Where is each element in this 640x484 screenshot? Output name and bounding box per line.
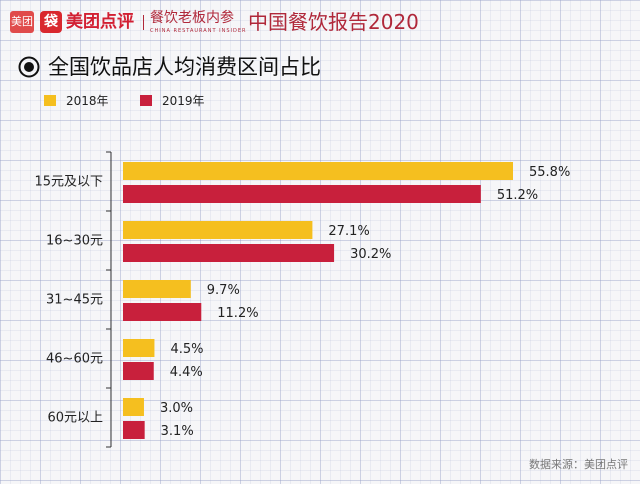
- category-label: 16~30元: [46, 234, 103, 249]
- partner-subtitle: CHINA RESTAURANT INSIDER: [150, 28, 247, 34]
- brand-separator: [143, 15, 144, 30]
- data-label: 3.1%: [161, 424, 194, 439]
- category-label: 60元以上: [47, 411, 103, 426]
- legend-label-2018: 2018年: [66, 94, 109, 108]
- legend-swatch-2018: [44, 95, 56, 106]
- category-label: 31~45元: [46, 293, 103, 308]
- data-source: 数据来源：美团点评: [529, 458, 628, 471]
- header-bar: 美团 袋 美团点评 餐饮老板内参 CHINA RESTAURANT INSIDE…: [0, 0, 640, 44]
- legend-swatch-2019: [140, 95, 152, 106]
- category-label: 15元及以下: [34, 175, 103, 190]
- data-label: 11.2%: [217, 306, 258, 321]
- bar-2018: [123, 280, 191, 298]
- target-icon: [18, 56, 40, 78]
- bar-2019: [123, 303, 202, 321]
- legend-label-2019: 2019年: [162, 94, 205, 108]
- data-label: 27.1%: [328, 224, 369, 239]
- chart-title: 全国饮品店人均消费区间占比: [48, 55, 321, 79]
- bar-2018: [123, 339, 155, 357]
- bar-2019: [123, 244, 335, 262]
- data-label: 3.0%: [160, 401, 193, 416]
- data-label: 51.2%: [497, 188, 538, 203]
- bar-2018: [123, 221, 313, 239]
- bar-2018: [123, 162, 513, 180]
- bar-2019: [123, 185, 481, 203]
- brand-badge: 美团: [10, 11, 34, 33]
- data-label: 30.2%: [350, 247, 391, 262]
- partner-name: 餐饮老板内参: [150, 10, 234, 26]
- data-label: 9.7%: [207, 283, 240, 298]
- data-label: 4.5%: [170, 342, 203, 357]
- brand-logo-icon: 袋: [40, 11, 62, 33]
- bar-2019: [123, 421, 145, 439]
- data-label: 4.4%: [170, 365, 203, 380]
- bar-2019: [123, 362, 154, 380]
- category-label: 46~60元: [46, 352, 103, 367]
- brand-name: 美团点评: [66, 12, 134, 32]
- data-label: 55.8%: [529, 165, 570, 180]
- bar-2018: [123, 398, 144, 416]
- report-title: 中国餐饮报告2020: [248, 10, 419, 34]
